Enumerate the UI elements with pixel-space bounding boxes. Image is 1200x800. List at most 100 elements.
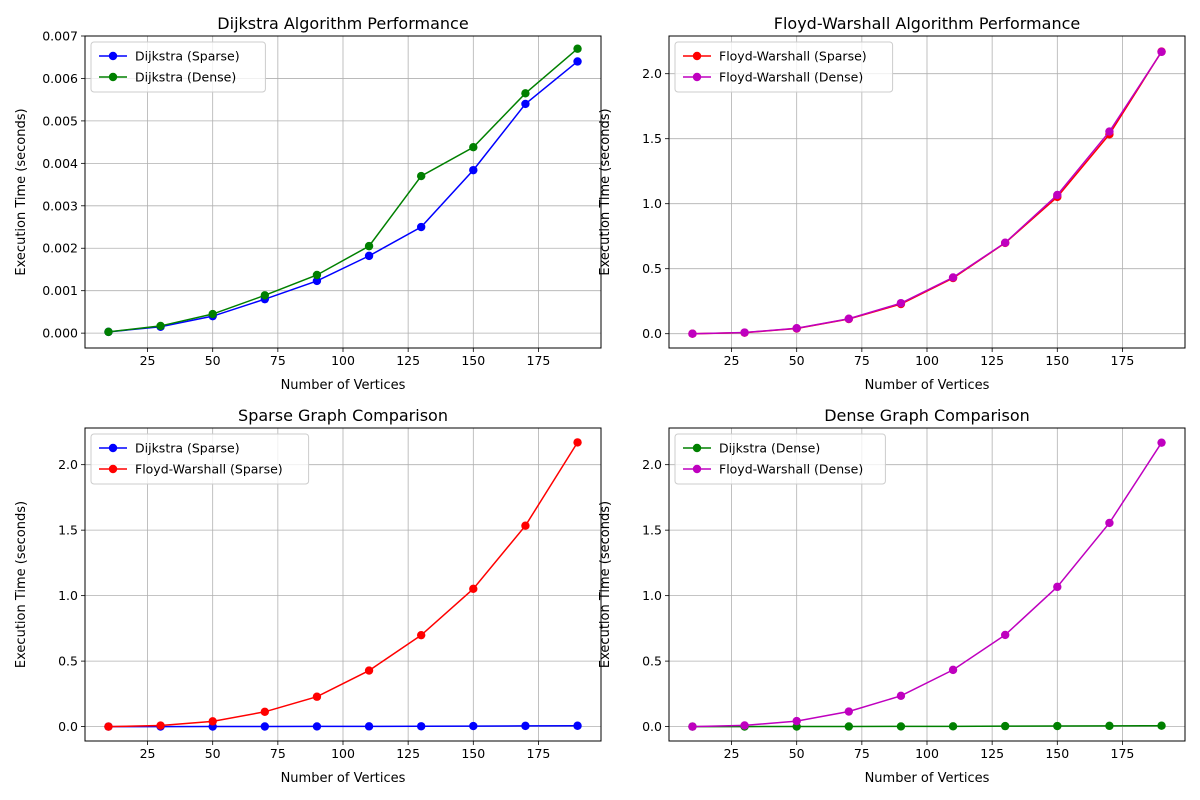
- y-tick-label: 1.5: [58, 523, 78, 538]
- data-point: [156, 321, 165, 331]
- data-point: [469, 143, 478, 152]
- data-point: [1105, 721, 1114, 731]
- axes-frame: [668, 35, 1186, 349]
- legend-label: Dijkstra (Sparse): [135, 49, 240, 64]
- y-tick-label: 0.0: [642, 326, 662, 341]
- y-tick-label: 0.007: [42, 29, 78, 44]
- chart-title: Dijkstra Algorithm Performance: [217, 14, 468, 33]
- legend-label: Dijkstra (Dense): [719, 441, 820, 456]
- legend-label: Floyd-Warshall (Dense): [719, 462, 863, 477]
- data-point: [740, 328, 749, 337]
- x-tick-label: 175: [527, 353, 551, 368]
- y-tick-label: 2.0: [642, 457, 662, 472]
- axes-frame: [668, 427, 1186, 742]
- y-tick-label: 0.5: [642, 261, 662, 276]
- legend-frame: [90, 433, 310, 485]
- data-point: [948, 722, 958, 731]
- series-line-1: [108, 60, 579, 333]
- y-tick-label: 0.005: [42, 113, 78, 128]
- y-tick-label: 0.0: [642, 719, 662, 734]
- x-tick-label: 175: [527, 746, 551, 761]
- x-axis-label: Number of Vertices: [865, 378, 990, 393]
- y-tick-label: 1.5: [642, 523, 662, 538]
- x-tick-label: 100: [915, 746, 939, 761]
- data-point: [1000, 721, 1010, 731]
- legend: Dijkstra (Sparse) Dijkstra (Dense): [90, 41, 266, 93]
- x-axis-label: Number of Vertices: [865, 771, 990, 786]
- legend: Dijkstra (Sparse) Floyd-Warshall (Sparse): [90, 433, 310, 485]
- data-point: [521, 89, 530, 98]
- x-axis-label: Number of Vertices: [281, 378, 406, 393]
- chart-title: Sparse Graph Comparison: [238, 406, 448, 425]
- y-axis-label: Execution Time (seconds): [598, 108, 613, 275]
- x-tick-label: 100: [331, 746, 355, 761]
- data-point: [1157, 47, 1166, 57]
- x-tick-label: 100: [915, 353, 939, 368]
- legend-marker: [108, 72, 118, 82]
- y-tick-label: 0.5: [642, 654, 662, 669]
- data-point: [1105, 127, 1114, 136]
- series-line-1: [692, 724, 1162, 728]
- x-tick-label: 100: [331, 353, 355, 368]
- x-tick-label: 175: [1111, 353, 1135, 368]
- data-point: [1000, 238, 1010, 247]
- y-tick-label: 0.002: [42, 241, 78, 256]
- y-tick-label: 0.001: [42, 283, 78, 298]
- x-tick-label: 125: [396, 353, 420, 368]
- data-point: [896, 722, 906, 731]
- legend-label: Dijkstra (Sparse): [135, 441, 240, 456]
- data-point: [416, 171, 426, 181]
- data-point: [688, 722, 697, 731]
- chart-title: Dense Graph Comparison: [824, 406, 1030, 425]
- data-point: [844, 722, 854, 731]
- data-point: [260, 722, 270, 731]
- legend-marker: [108, 443, 118, 453]
- chart-panel-1: 25 50 75 100 125 150 175 0.000 0.001 0.002 0.003 0.…: [14, 14, 602, 393]
- x-tick-label: 50: [205, 746, 221, 761]
- y-axis-label: Execution Time (seconds): [14, 108, 29, 275]
- series-line-2: [692, 51, 1163, 335]
- x-tick-label: 150: [1045, 353, 1069, 368]
- series-line-2: [692, 442, 1163, 728]
- data-point: [792, 324, 801, 333]
- y-axis-label: Execution Time (seconds): [598, 501, 613, 668]
- legend-marker: [692, 464, 702, 474]
- data-point: [416, 630, 426, 640]
- data-point: [1157, 721, 1166, 730]
- data-point: [156, 721, 165, 730]
- data-point: [364, 666, 374, 675]
- data-point: [844, 314, 854, 323]
- data-point: [521, 721, 530, 731]
- x-tick-label: 25: [140, 746, 156, 761]
- y-tick-label: 1.0: [58, 588, 78, 603]
- x-tick-label: 75: [854, 746, 870, 761]
- data-point: [1157, 438, 1166, 447]
- data-point: [260, 291, 270, 300]
- x-tick-label: 150: [461, 353, 485, 368]
- x-tick-label: 125: [980, 353, 1004, 368]
- x-tick-label: 75: [270, 353, 286, 368]
- x-tick-label: 25: [140, 353, 156, 368]
- legend-label: Floyd-Warshall (Dense): [719, 70, 863, 85]
- data-point: [364, 251, 374, 261]
- data-point: [573, 438, 582, 447]
- data-point: [740, 721, 749, 730]
- data-point: [948, 273, 958, 282]
- x-tick-label: 125: [980, 746, 1004, 761]
- series-line-2: [108, 48, 579, 333]
- data-point: [521, 99, 530, 109]
- y-tick-label: 1.0: [642, 196, 662, 211]
- data-point: [260, 707, 270, 716]
- data-point: [469, 721, 478, 731]
- legend-label: Floyd-Warshall (Sparse): [719, 49, 867, 64]
- data-point: [416, 722, 426, 731]
- x-axis-label: Number of Vertices: [281, 771, 406, 786]
- data-point: [896, 298, 906, 308]
- chart-panel-4: 25 50 75 100 125 150 175 0.0 0.5 1.0 1.5 2.0 Dense G…: [598, 406, 1186, 786]
- legend-frame: [90, 41, 266, 93]
- series-line-1: [108, 725, 578, 728]
- legend-label: Dijkstra (Dense): [135, 70, 236, 85]
- data-point: [104, 722, 113, 731]
- data-point: [521, 521, 530, 530]
